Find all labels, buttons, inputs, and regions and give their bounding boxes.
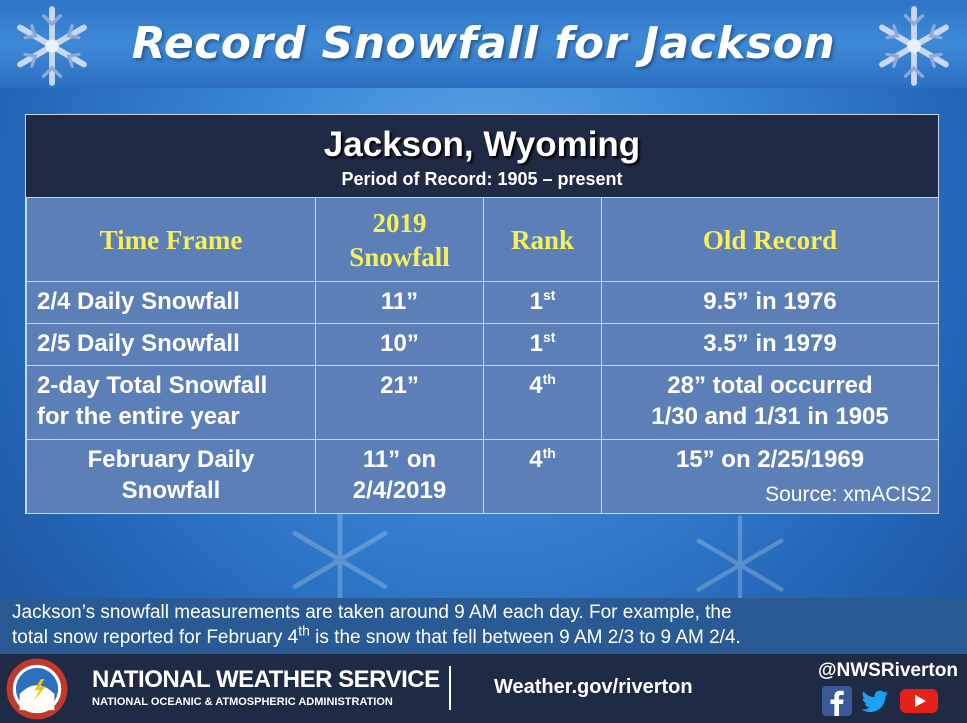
- rank-suffix: th: [542, 445, 556, 461]
- time-frame-line1: February Daily: [87, 446, 255, 473]
- station-name: Jackson, Wyoming: [323, 125, 641, 164]
- rank-suffix: th: [542, 371, 556, 387]
- note-line2-sup: th: [298, 622, 310, 639]
- website-link[interactable]: Weather.gov/riverton: [494, 676, 693, 698]
- record-table-card: Jackson, Wyoming Period of Record: 1905 …: [25, 114, 939, 514]
- time-frame-line2: Snowfall: [121, 477, 221, 504]
- rank-suffix: st: [542, 329, 556, 345]
- footer-divider: [449, 666, 451, 710]
- header-snowfall-line2: Snowfall: [349, 241, 450, 272]
- period-of-record: Period of Record: 1905 – present: [341, 169, 623, 189]
- agency-name: NATIONAL WEATHER SERVICE: [92, 666, 440, 693]
- table-title-bar: Jackson, Wyoming Period of Record: 1905 …: [26, 115, 938, 197]
- cell-rank: 4th: [483, 365, 602, 440]
- old-record-value: 15” on 2/25/1969: [675, 446, 865, 473]
- rank-number: 4: [529, 372, 543, 399]
- snowflake-icon: [17, 6, 87, 86]
- time-frame-line2: for the entire year: [37, 403, 240, 430]
- cell-snowfall: 11” on 2/4/2019: [315, 439, 484, 514]
- social-handle[interactable]: @NWSRiverton: [818, 660, 958, 681]
- cell-time-frame: 2/4 Daily Snowfall: [26, 281, 316, 324]
- facebook-icon[interactable]: [822, 686, 852, 716]
- measurement-note: Jackson’s snowfall measurements are take…: [0, 598, 967, 654]
- cell-old-record: 15” on 2/25/1969 Source: xmACIS2: [601, 439, 939, 514]
- twitter-icon[interactable]: [860, 686, 890, 716]
- cell-rank: 1st: [483, 323, 602, 366]
- footer-bar: NATIONAL WEATHER SERVICE NATIONAL OCEANI…: [0, 654, 967, 723]
- time-frame-line1: 2-day Total Snowfall: [37, 372, 268, 399]
- youtube-icon[interactable]: [900, 686, 938, 716]
- header-snowfall-line1: 2019: [372, 207, 427, 238]
- table-row: 2/5 Daily Snowfall 10” 1st 3.5” in 1979: [26, 323, 939, 366]
- table-row: 2/4 Daily Snowfall 11” 1st 9.5” in 1976: [26, 281, 939, 324]
- snowflake-icon: [879, 6, 949, 86]
- cell-snowfall: 21”: [315, 365, 484, 440]
- snowfall-line1: 11” on: [362, 446, 437, 473]
- table-header-row: Time Frame 2019 Snowfall Rank Old Record: [26, 197, 939, 282]
- cell-time-frame: 2-day Total Snowfall for the entire year: [26, 365, 316, 440]
- source-credit: Source: xmACIS2: [765, 483, 932, 506]
- table-row: 2-day Total Snowfall for the entire year…: [26, 365, 939, 440]
- header-time-frame: Time Frame: [26, 197, 316, 282]
- page-title: Record Snowfall for Jackson: [131, 18, 836, 69]
- rank-number: 4: [529, 446, 543, 473]
- rank-number: 1: [529, 330, 543, 357]
- cell-time-frame: February Daily Snowfall: [26, 439, 316, 514]
- old-record-line2: 1/30 and 1/31 in 1905: [651, 403, 889, 430]
- header-2019-snowfall: 2019 Snowfall: [315, 197, 484, 282]
- header-old-record: Old Record: [601, 197, 939, 282]
- title-banner: [0, 0, 967, 88]
- old-record-line1: 28” total occurred: [667, 372, 873, 399]
- cell-snowfall: 11”: [315, 281, 484, 324]
- cell-old-record: 28” total occurred 1/30 and 1/31 in 1905: [601, 365, 939, 440]
- header-rank: Rank: [483, 197, 602, 282]
- snowfall-line2: 2/4/2019: [352, 477, 447, 504]
- cell-rank: 1st: [483, 281, 602, 324]
- cell-rank: 4th: [483, 439, 602, 514]
- cell-old-record: 3.5” in 1979: [601, 323, 939, 366]
- rank-number: 1: [529, 288, 543, 315]
- note-line1: Jackson’s snowfall measurements are take…: [12, 602, 732, 623]
- table-row: February Daily Snowfall 11” on 2/4/2019 …: [26, 439, 939, 514]
- cell-old-record: 9.5” in 1976: [601, 281, 939, 324]
- rank-suffix: st: [542, 287, 556, 303]
- record-table: Time Frame 2019 Snowfall Rank Old Record…: [26, 197, 939, 514]
- cell-snowfall: 10”: [315, 323, 484, 366]
- note-line2-start: total snow reported for February 4: [12, 627, 299, 648]
- background-snowflake-icon: [291, 506, 389, 614]
- nws-logo-icon: [6, 658, 68, 720]
- note-line2-end: is the snow that fell between 9 AM 2/3 t…: [309, 627, 741, 648]
- parent-agency-name: NATIONAL OCEANIC & ATMOSPHERIC ADMINISTR…: [92, 696, 393, 708]
- cell-time-frame: 2/5 Daily Snowfall: [26, 323, 316, 366]
